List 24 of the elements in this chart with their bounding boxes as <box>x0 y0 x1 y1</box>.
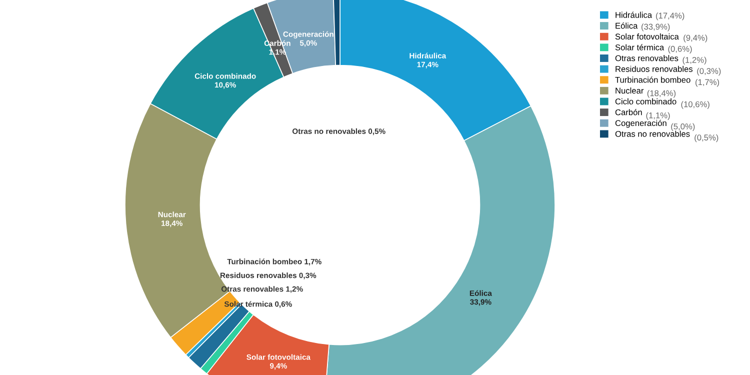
legend-label: Residuos renovables <box>616 66 693 72</box>
text: (0,5%) <box>694 134 718 142</box>
text: (1,1%) <box>646 112 670 120</box>
text: (9,4%) <box>684 34 708 42</box>
legend-label: Otras renovables <box>615 55 678 62</box>
legend-label: Hidráulica <box>616 12 652 18</box>
legend-label: Cogeneración <box>615 120 666 128</box>
text: (33,9%) <box>642 24 670 32</box>
legend-label: Eólica <box>616 22 638 29</box>
legend-label: Turbinación bombeo <box>615 76 690 83</box>
legend-label: Otras no renovables <box>615 130 690 137</box>
legend-label: Nuclear <box>616 87 644 94</box>
legend-label: Solar fotovoltaica <box>615 33 679 40</box>
text: (17,4%) <box>656 12 684 20</box>
legend-label: Carbón <box>615 109 642 116</box>
text: (5,0%) <box>671 123 695 132</box>
text: (10,6%) <box>681 101 710 109</box>
text: (0,3%) <box>697 68 721 76</box>
text: (1,2%) <box>682 56 706 65</box>
text: (1,7%) <box>696 78 720 87</box>
text: (18,4%) <box>647 90 676 98</box>
text: (0,6%) <box>668 46 692 54</box>
legend-label: Ciclo combinado <box>615 98 676 104</box>
legend-label: Solar térmica <box>615 44 664 50</box>
